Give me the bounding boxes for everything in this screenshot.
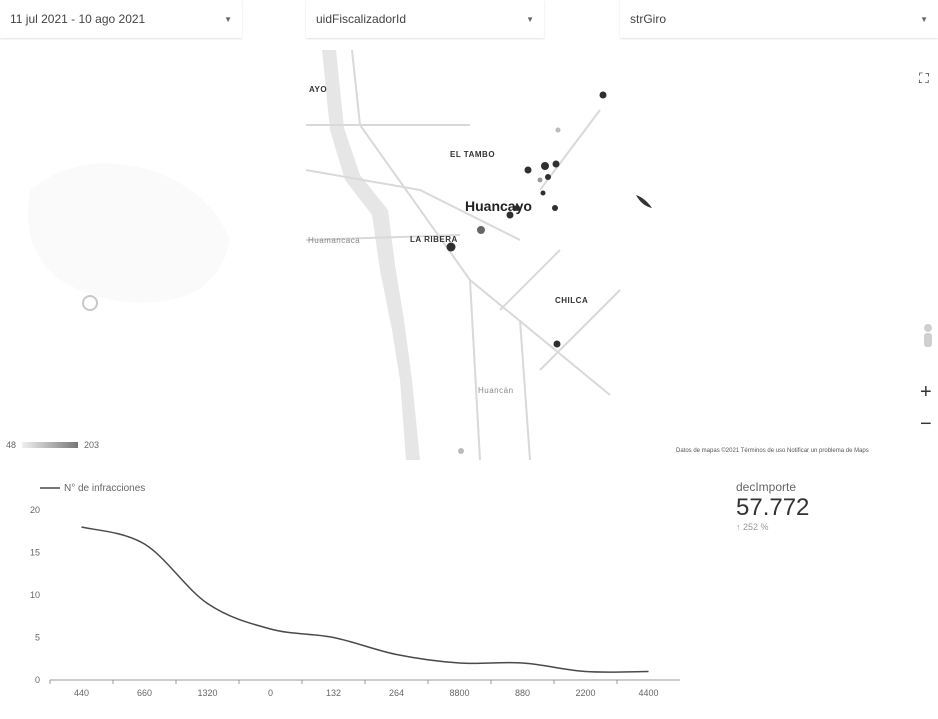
map-view[interactable]: AYO EL TAMBO Huancayo LA RIBERA CHILCA H…: [0, 40, 938, 460]
infraction-marker: [552, 205, 558, 211]
giro-dropdown[interactable]: strGiro ▼: [620, 0, 938, 38]
x-tick-label: 8800: [449, 688, 469, 698]
scorecard-value: 57.772: [736, 494, 810, 521]
chevron-down-icon: ▼: [224, 14, 232, 24]
y-tick-label: 0: [35, 675, 40, 685]
chart-legend-label: N° de infracciones: [64, 483, 145, 494]
map-color-legend: 48 203: [6, 440, 99, 450]
infraction-marker: [514, 205, 520, 211]
infraction-marker: [506, 211, 514, 219]
infraction-marker: [541, 162, 549, 170]
map-landmass: [28, 163, 230, 303]
infraction-marker: [555, 127, 561, 133]
fiscalizador-value: uidFiscalizadorId: [316, 12, 407, 26]
chevron-down-icon: ▼: [526, 14, 534, 24]
map-canvas: [28, 49, 932, 460]
x-tick-label: 2200: [575, 688, 595, 698]
chart-legend: N° de infracciones: [40, 483, 145, 494]
infracciones-line-chart: N° de infracciones 0 5 10 15 20 440 660 1320 0 1…: [30, 483, 680, 698]
x-tick-label: 1320: [197, 688, 217, 698]
y-tick-label: 20: [30, 505, 40, 515]
infraction-marker: [524, 166, 532, 174]
road: [351, 49, 611, 396]
zoom-in-button[interactable]: +: [920, 381, 932, 403]
x-tick-label: 880: [515, 688, 530, 698]
infraction-marker: [540, 190, 546, 196]
chevron-down-icon: ▼: [920, 14, 928, 24]
x-tick-label: 440: [74, 688, 89, 698]
road: [539, 289, 621, 371]
legend-gradient: [22, 442, 79, 448]
y-axis: 0 5 10 15 20: [30, 505, 40, 685]
map-marker-outline: [82, 295, 98, 311]
x-tick-label: 264: [389, 688, 404, 698]
legend-min: 48: [6, 440, 17, 450]
infraction-marker: [537, 177, 543, 183]
fiscalizador-dropdown[interactable]: uidFiscalizadorId ▼: [306, 0, 544, 38]
map-label-huancan: Huancán: [478, 386, 514, 395]
infraction-marker: [477, 226, 485, 234]
infraction-marker: [446, 242, 456, 252]
zoom-out-button[interactable]: −: [920, 413, 932, 435]
x-tick-label: 0: [268, 688, 273, 698]
road: [305, 169, 521, 241]
pegman-icon: [924, 324, 932, 347]
scorecard-delta: ↑ 252 %: [736, 522, 769, 532]
road: [499, 249, 561, 311]
y-tick-label: 15: [30, 548, 40, 558]
x-axis: 440 660 1320 0 132 264 8800 880 2200 4400: [49, 679, 680, 698]
map-label-chilca: CHILCA: [555, 296, 589, 305]
road: [305, 234, 461, 241]
map-label-el-tambo: EL TAMBO: [450, 150, 496, 159]
map-attribution[interactable]: Datos de mapas ©2021 Términos de uso Not…: [676, 448, 869, 454]
date-range-dropdown[interactable]: 11 jul 2021 - 10 ago 2021 ▼: [0, 0, 242, 38]
fullscreen-icon[interactable]: ⛶: [919, 70, 929, 86]
map-label-ayo: AYO: [309, 85, 328, 94]
infraction-marker: [458, 448, 464, 454]
date-range-value: 11 jul 2021 - 10 ago 2021: [10, 12, 146, 26]
series-line-infracciones: [81, 526, 649, 673]
map-label-huancayo: Huancayo: [465, 198, 532, 214]
infraction-marker: [636, 195, 652, 208]
y-tick-label: 5: [35, 633, 40, 643]
infraction-marker: [552, 160, 560, 168]
infraction-marker: [553, 340, 561, 348]
x-tick-label: 132: [326, 688, 341, 698]
giro-value: strGiro: [630, 12, 666, 26]
x-tick-label: 4400: [638, 688, 658, 698]
y-tick-label: 10: [30, 590, 40, 600]
legend-max: 203: [84, 440, 100, 450]
map-label-la-ribera: LA RIBERA: [410, 235, 458, 244]
importe-scorecard: decImporte 57.772 ↑ 252 %: [736, 480, 916, 532]
scorecard-label: decImporte: [736, 480, 797, 494]
road: [469, 279, 481, 460]
road: [519, 319, 531, 460]
infraction-marker: [545, 174, 551, 180]
river: [322, 50, 420, 460]
infraction-marker: [599, 91, 607, 99]
x-tick-label: 660: [137, 688, 152, 698]
infraction-markers: [446, 91, 652, 454]
map-label-huamancaca: Huamancaca: [308, 236, 361, 245]
